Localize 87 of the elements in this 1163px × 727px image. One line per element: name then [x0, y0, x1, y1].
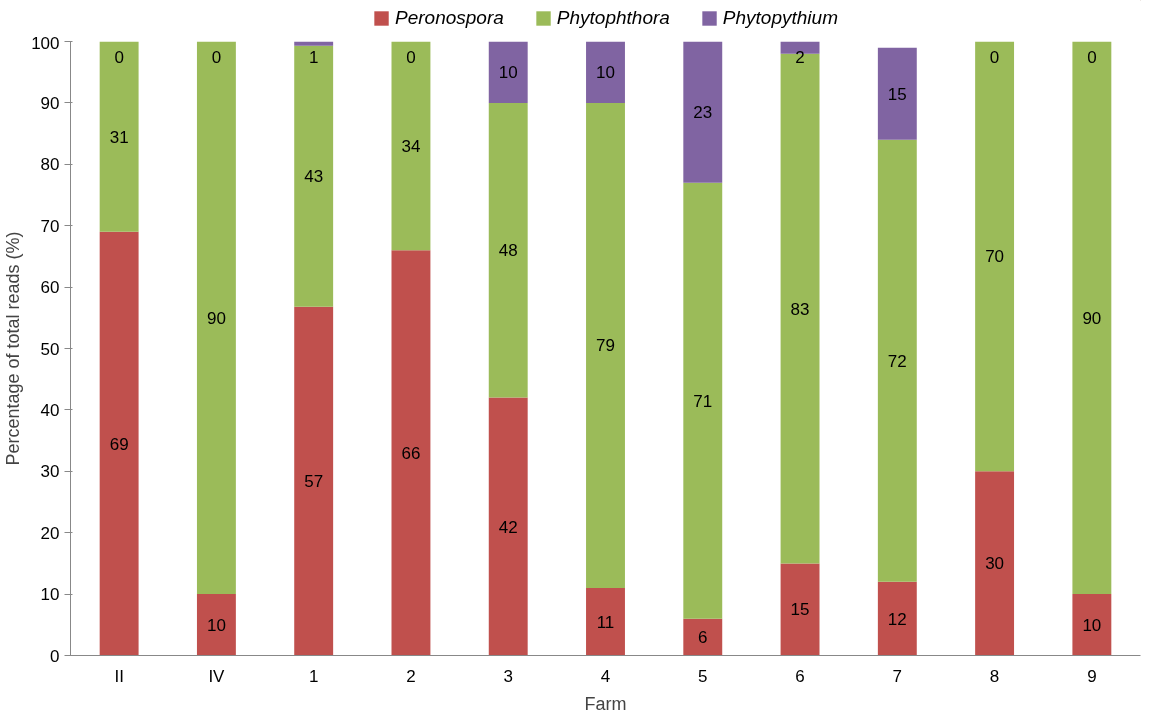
data-label: 90 — [206, 308, 226, 328]
data-label: 30 — [985, 554, 1005, 574]
x-tick-label: 9 — [1087, 666, 1097, 686]
y-tick-label: 70 — [40, 216, 60, 236]
bar — [488, 397, 528, 656]
bar — [488, 41, 528, 103]
bar — [294, 45, 334, 307]
y-tick-label: 90 — [40, 93, 60, 113]
x-tick-label: 3 — [503, 666, 513, 686]
bar — [196, 41, 236, 595]
bar — [99, 231, 139, 656]
y-tick-label: 20 — [40, 523, 60, 543]
data-label: 0 — [1087, 48, 1097, 68]
bar — [586, 41, 625, 103]
data-label: 43 — [304, 167, 324, 187]
y-tick-label: 0 — [50, 646, 60, 666]
bar — [294, 41, 334, 46]
data-label: 34 — [401, 136, 421, 156]
x-tick-label: II — [114, 666, 124, 686]
data-label: 90 — [1082, 308, 1102, 328]
bar — [683, 618, 723, 656]
bar — [99, 41, 139, 232]
x-tick-label: 2 — [406, 666, 416, 686]
bar — [391, 41, 431, 251]
x-tick-label: 1 — [308, 666, 319, 686]
x-tick-label: 8 — [989, 666, 1000, 686]
legend-label: Phytopythium — [722, 7, 838, 29]
x-tick-label: 4 — [600, 666, 611, 686]
bar — [780, 53, 820, 564]
data-label: 83 — [790, 299, 810, 319]
data-label: 10 — [1082, 615, 1102, 635]
y-tick-label: 30 — [40, 462, 60, 482]
data-label: 6 — [698, 628, 708, 648]
bar — [586, 102, 625, 588]
data-label: 42 — [498, 517, 518, 537]
data-label: 15 — [790, 600, 810, 620]
x-axis-title: Farm — [584, 693, 627, 714]
bar — [877, 139, 917, 582]
x-tick-label: IV — [208, 666, 226, 686]
data-label: 66 — [401, 443, 421, 463]
legend-label: Peronospora — [395, 7, 504, 29]
data-label: 57 — [304, 472, 324, 492]
y-axis-title: Percentage of total reads (%) — [3, 231, 24, 466]
bar — [975, 471, 1015, 656]
data-label: 12 — [887, 609, 907, 629]
y-tick-label: 10 — [40, 585, 60, 605]
bar — [294, 306, 334, 656]
bar — [975, 41, 1015, 472]
bar — [391, 250, 431, 656]
x-tick-label: 5 — [698, 666, 708, 686]
data-label: 1 — [308, 48, 319, 68]
bar — [683, 41, 723, 183]
data-label: 69 — [109, 434, 129, 454]
bar — [877, 581, 917, 656]
y-tick-label: 80 — [40, 155, 60, 175]
data-label: 0 — [989, 48, 1000, 68]
x-tick-label: 6 — [795, 666, 805, 686]
bar — [1072, 594, 1112, 656]
data-label: 79 — [596, 336, 615, 356]
legend-label: Phytophthora — [556, 7, 670, 29]
y-tick-label: 100 — [31, 33, 60, 53]
data-label: 10 — [206, 615, 226, 635]
data-label: 48 — [498, 241, 518, 261]
bar — [877, 47, 917, 140]
data-label: 0 — [114, 48, 124, 68]
y-tick-label: 50 — [40, 339, 60, 359]
data-label: 15 — [887, 84, 907, 104]
bar — [488, 102, 528, 398]
data-label: 10 — [596, 63, 615, 83]
bar — [1072, 41, 1112, 595]
data-label: 23 — [693, 103, 713, 123]
data-label: 70 — [985, 247, 1005, 267]
bar — [683, 182, 723, 619]
bar — [780, 563, 820, 656]
data-label: 72 — [887, 351, 907, 371]
bar — [586, 587, 625, 656]
data-label: 2 — [795, 48, 805, 68]
bar — [196, 594, 236, 656]
data-label: 11 — [596, 612, 615, 632]
x-tick-label: 7 — [892, 666, 903, 686]
y-tick-label: 60 — [40, 278, 60, 298]
data-label: 10 — [498, 63, 518, 83]
data-label: 0 — [406, 48, 416, 68]
data-label: 0 — [211, 48, 222, 68]
data-label: 31 — [109, 127, 129, 147]
data-label: 71 — [693, 391, 713, 411]
y-tick-label: 40 — [40, 400, 60, 420]
